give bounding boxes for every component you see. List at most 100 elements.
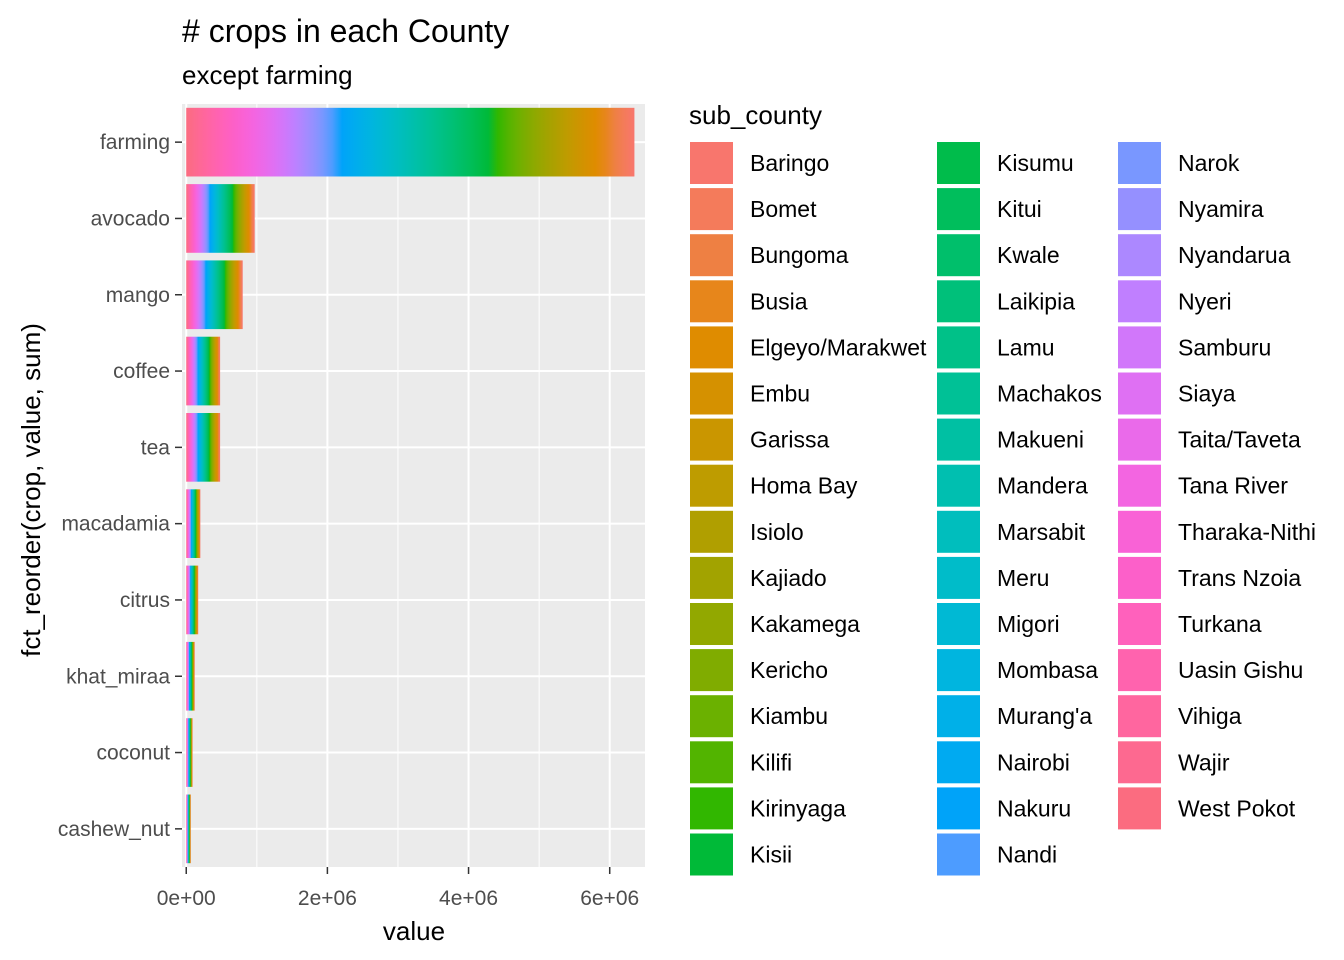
legend-swatch: [1118, 787, 1161, 830]
legend-label: Uasin Gishu: [1178, 657, 1303, 683]
legend-label: Narok: [1178, 150, 1240, 176]
legend-label: Embu: [750, 381, 810, 407]
legend-swatch: [937, 234, 980, 277]
legend-swatch: [937, 464, 980, 507]
legend-label: Migori: [997, 611, 1060, 637]
legend-swatch: [1118, 603, 1161, 645]
y-tick-label: coconut: [96, 742, 170, 765]
legend-swatch: [937, 787, 980, 830]
legend-label: Bomet: [750, 196, 817, 222]
legend-swatch: [937, 372, 980, 415]
legend-swatch: [1118, 372, 1161, 415]
legend-label: Kirinyaga: [750, 795, 846, 821]
legend-label: Makueni: [997, 427, 1084, 453]
x-tick-label: 4e+06: [439, 887, 498, 910]
legend-label: Kericho: [750, 657, 828, 683]
legend-swatch: [937, 326, 980, 369]
legend-swatch: [690, 418, 733, 461]
legend-swatch: [690, 510, 733, 553]
legend-swatch: [690, 326, 733, 369]
legend-swatch: [1118, 280, 1161, 323]
legend-swatch: [690, 142, 733, 184]
legend-label: Samburu: [1178, 334, 1271, 360]
bars: [186, 107, 635, 864]
legend-swatch: [690, 372, 733, 415]
legend-swatch: [690, 464, 733, 507]
bar-farming: [186, 107, 635, 177]
bar-tea: [186, 413, 221, 482]
legend-swatch: [1118, 556, 1161, 599]
bar-coconut: [186, 718, 193, 787]
minor-gridlines: [256, 104, 540, 867]
y-axis: farming avocado mango coffee tea macadamia cit…: [58, 131, 182, 841]
legend-swatch: [690, 234, 733, 277]
legend-swatch: [1118, 741, 1161, 784]
bar-coffee: [186, 336, 221, 406]
legend-label: Kiambu: [750, 703, 828, 729]
legend-label: Laikipia: [997, 288, 1075, 314]
legend-label: Trans Nzoia: [1178, 565, 1301, 591]
legend-label: Garissa: [750, 427, 829, 453]
legend-swatch: [937, 603, 980, 645]
bar-khat_miraa: [186, 641, 195, 711]
legend-swatch: [690, 649, 733, 692]
legend-label: Kakamega: [750, 611, 860, 637]
legend-label: Kajiado: [750, 565, 827, 591]
legend-swatch: [1118, 142, 1161, 184]
legend-label: Tana River: [1178, 473, 1288, 499]
legend-label: Meru: [997, 565, 1049, 591]
x-tick-label: 0e+00: [157, 887, 216, 910]
legend-label: Mombasa: [997, 657, 1098, 683]
legend-swatch: [1118, 188, 1161, 231]
bar-avocado: [186, 184, 255, 253]
plot-panel: [182, 104, 645, 867]
legend-swatch: [690, 188, 733, 231]
y-tick-label: coffee: [113, 360, 170, 383]
legend-swatch: [937, 649, 980, 692]
legend-label: Wajir: [1178, 749, 1230, 775]
y-axis-title: fct_reorder(crop, value, sum): [16, 323, 46, 657]
legend-label: Busia: [750, 288, 808, 314]
legend-label: Nyandarua: [1178, 242, 1291, 268]
legend-label: Siaya: [1178, 381, 1236, 407]
bar-macadamia: [186, 489, 201, 558]
legend-label: Marsabit: [997, 519, 1086, 545]
legend-label: Mandera: [997, 473, 1088, 499]
y-tick-label: tea: [141, 436, 171, 459]
legend-label: Bungoma: [750, 242, 849, 268]
legend: Baringo Bomet Bungoma Busia Elgeyo/Marakwet E…: [690, 142, 1316, 876]
legend-swatch: [937, 741, 980, 784]
legend-label: Homa Bay: [750, 473, 858, 499]
legend-label: Kilifi: [750, 749, 792, 775]
y-tick-label: citrus: [120, 589, 170, 612]
legend-swatch: [1118, 510, 1161, 553]
legend-swatch: [937, 695, 980, 738]
x-axis-title: value: [383, 916, 445, 946]
y-tick-label: farming: [100, 131, 170, 154]
legend-label: Baringo: [750, 150, 829, 176]
y-tick-label: macadamia: [61, 513, 170, 536]
legend-label: Vihiga: [1178, 703, 1242, 729]
legend-swatch: [690, 556, 733, 599]
legend-label: Kitui: [997, 196, 1042, 222]
legend-swatch: [937, 556, 980, 599]
legend-swatch: [1118, 234, 1161, 277]
legend-label: Nakuru: [997, 795, 1071, 821]
legend-label: Turkana: [1178, 611, 1262, 637]
bar-cashew_nut: [186, 794, 191, 864]
y-tick-label: cashew_nut: [58, 818, 170, 841]
legend-swatch: [1118, 695, 1161, 738]
legend-swatch: [937, 142, 980, 184]
legend-swatch: [690, 787, 733, 830]
x-tick-label: 6e+06: [580, 887, 639, 910]
legend-label: West Pokot: [1178, 795, 1296, 821]
legend-label: Isiolo: [750, 519, 804, 545]
y-tick-label: khat_miraa: [66, 665, 170, 688]
legend-swatch: [690, 833, 733, 876]
chart-title: # crops in each County: [182, 13, 509, 49]
legend-swatch: [1118, 418, 1161, 461]
legend-label: Nyamira: [1178, 196, 1264, 222]
legend-swatch: [937, 280, 980, 323]
legend-label: Tharaka-Nithi: [1178, 519, 1316, 545]
